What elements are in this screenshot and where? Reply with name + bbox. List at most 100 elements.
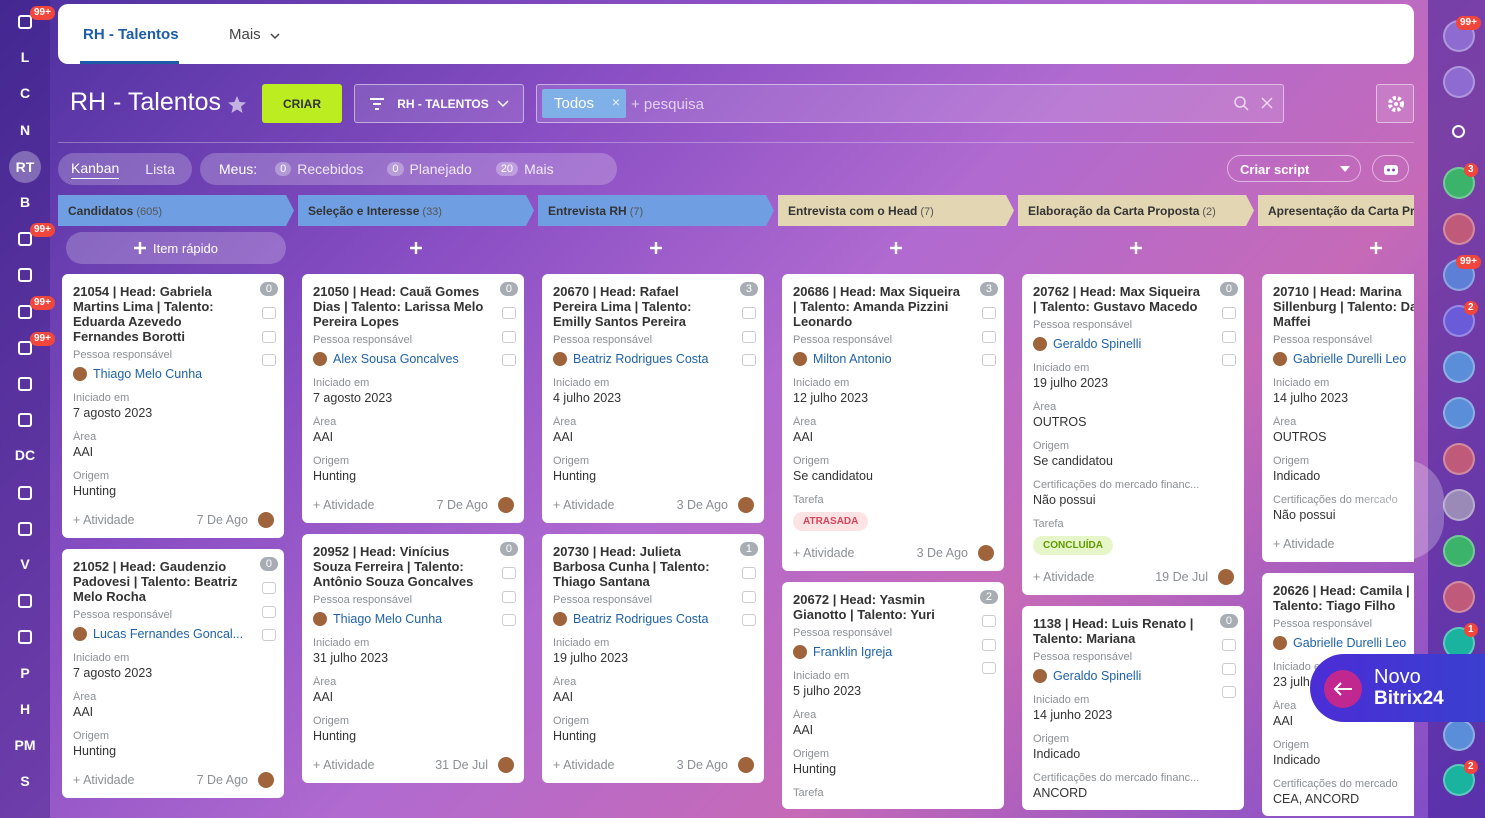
chip-close[interactable]: × [611, 94, 620, 110]
add-activity[interactable]: + Atividade [73, 513, 135, 527]
contact-icon[interactable] [1222, 354, 1236, 366]
quick-add[interactable] [546, 232, 766, 264]
nav-item[interactable]: S [20, 773, 30, 790]
nav-icon[interactable] [18, 377, 32, 391]
contact-icon[interactable] [502, 591, 516, 603]
counter-label[interactable]: Mais [524, 161, 554, 177]
right-avatar[interactable] [1443, 351, 1475, 383]
contact-icon[interactable] [1222, 307, 1236, 319]
view-list[interactable]: Lista [145, 161, 175, 177]
contact-icon[interactable] [742, 614, 756, 626]
add-activity[interactable]: + Atividade [553, 758, 615, 772]
right-avatar[interactable] [1443, 719, 1475, 751]
card[interactable]: 21052 | Head: Gaudenzio Padovesi | Talen… [62, 549, 284, 798]
promo-widget[interactable]: Novo Bitrix24 [1310, 654, 1485, 722]
nav-icon[interactable] [18, 304, 32, 319]
right-avatar[interactable] [1443, 489, 1475, 521]
responsible[interactable]: Alex Sousa Goncalves [313, 352, 484, 366]
nav-icon[interactable] [18, 232, 32, 247]
add-activity[interactable]: + Atividade [553, 498, 615, 512]
nav-icon[interactable] [18, 594, 32, 609]
contact-icon[interactable] [262, 606, 276, 618]
nav-icon[interactable] [18, 268, 32, 283]
responsible[interactable]: Thiago Melo Cunha [313, 612, 484, 626]
quick-add[interactable] [786, 232, 1006, 264]
contact-icon[interactable] [262, 629, 276, 641]
contact-icon[interactable] [982, 662, 996, 674]
contact-icon[interactable] [742, 567, 756, 579]
responsible[interactable]: Geraldo Spinelli [1033, 337, 1204, 351]
contact-icon[interactable] [502, 331, 516, 343]
quick-add[interactable]: Item rápido [66, 232, 286, 264]
nav-item[interactable]: DC [14, 447, 36, 464]
view-kanban[interactable]: Kanban [71, 160, 120, 179]
scroll-right[interactable] [1364, 460, 1444, 560]
quick-add[interactable] [1026, 232, 1246, 264]
counter-label[interactable]: Planejado [409, 161, 472, 177]
card[interactable]: 20686 | Head: Max Siqueira | Talento: Am… [782, 274, 1004, 571]
right-avatar[interactable] [1443, 764, 1475, 796]
card[interactable]: 20762 | Head: Max Siqueira | Talento: Gu… [1022, 274, 1244, 595]
add-activity[interactable]: + Atividade [793, 546, 855, 560]
nav-icon[interactable] [18, 630, 32, 645]
contact-icon[interactable] [742, 354, 756, 366]
right-avatar[interactable] [1443, 66, 1475, 98]
card[interactable]: 20672 | Head: Yasmin Gianotto | Talento:… [782, 582, 1004, 809]
nav-item[interactable]: RT [9, 150, 41, 183]
star[interactable] [227, 95, 247, 115]
robot-button[interactable] [1372, 155, 1409, 182]
responsible[interactable]: Milton Antonio [793, 352, 964, 366]
add-activity[interactable]: + Atividade [73, 773, 135, 787]
contact-icon[interactable] [502, 614, 516, 626]
responsible[interactable]: Gabrielle Durelli Leo [1273, 636, 1414, 650]
nav-icon[interactable] [18, 413, 32, 428]
contact-icon[interactable] [1222, 639, 1236, 651]
contact-icon[interactable] [502, 354, 516, 366]
search-chip[interactable]: Todos × [542, 89, 626, 118]
right-avatar[interactable] [1443, 581, 1475, 613]
contact-icon[interactable] [742, 331, 756, 343]
contact-icon[interactable] [262, 582, 276, 594]
contact-icon[interactable] [982, 307, 996, 319]
contact-icon[interactable] [982, 354, 996, 366]
responsible[interactable]: Franklin Igreja [793, 645, 964, 659]
right-avatar[interactable] [1443, 167, 1475, 199]
responsible[interactable]: Lucas Fernandes Goncal... [73, 627, 244, 641]
add-activity[interactable]: + Atividade [313, 498, 375, 512]
quick-add[interactable] [306, 232, 526, 264]
right-avatar[interactable] [1443, 397, 1475, 429]
contact-icon[interactable] [982, 639, 996, 651]
contact-icon[interactable] [742, 307, 756, 319]
search-box[interactable]: Todos × + pesquisa [536, 84, 1284, 123]
responsible[interactable]: Beatriz Rodrigues Costa [553, 612, 724, 626]
nav-icon[interactable] [18, 521, 32, 536]
responsible[interactable]: Beatriz Rodrigues Costa [553, 352, 724, 366]
contact-icon[interactable] [262, 331, 276, 343]
contact-icon[interactable] [1222, 331, 1236, 343]
responsible[interactable]: Gabrielle Durelli Leo [1273, 352, 1414, 366]
tab[interactable]: RH - Talentos [83, 26, 179, 43]
contact-icon[interactable] [502, 567, 516, 579]
contact-icon[interactable] [982, 615, 996, 627]
nav-icon[interactable] [18, 485, 32, 500]
search-icon[interactable] [1452, 125, 1465, 138]
contact-icon[interactable] [982, 331, 996, 343]
contact-icon[interactable] [502, 307, 516, 319]
right-avatar[interactable] [1443, 535, 1475, 567]
nav-item[interactable]: P [20, 664, 30, 681]
settings-button[interactable] [1376, 84, 1414, 123]
card[interactable]: 1138 | Head: Luis Renato | Talento: Mari… [1022, 606, 1244, 810]
contact-icon[interactable] [262, 307, 276, 319]
nav-item[interactable]: N [19, 121, 31, 138]
tab-more[interactable]: Mais [229, 26, 261, 43]
nav-icon[interactable] [18, 340, 32, 355]
nav-item[interactable]: L [20, 49, 30, 66]
contact-icon[interactable] [262, 354, 276, 366]
contact-icon[interactable] [1222, 663, 1236, 675]
nav-item[interactable]: B [19, 194, 31, 210]
nav-item[interactable]: H [19, 700, 31, 717]
add-activity[interactable]: + Atividade [1273, 537, 1335, 551]
quick-add[interactable] [1266, 232, 1414, 264]
contact-icon[interactable] [742, 591, 756, 603]
add-activity[interactable]: + Atividade [313, 758, 375, 772]
